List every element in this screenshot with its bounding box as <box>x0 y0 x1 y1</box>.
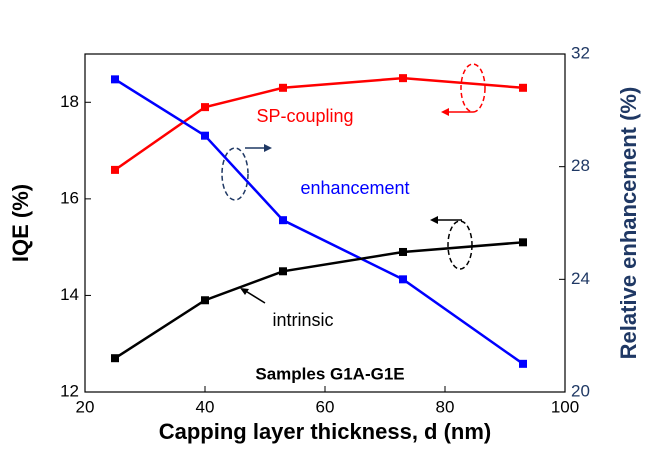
y-tick-label: 18 <box>60 92 79 111</box>
x-tick-label: 40 <box>196 397 215 416</box>
y-tick-label: 16 <box>60 188 79 207</box>
data-point <box>201 296 209 305</box>
intrinsic-pointer-head <box>240 288 249 295</box>
data-point <box>201 103 209 112</box>
data-point <box>399 247 407 256</box>
decorations <box>221 63 486 304</box>
data-point <box>519 83 527 92</box>
x-tick-label: 100 <box>551 397 579 416</box>
series-label: SP-coupling <box>256 106 353 126</box>
black-ellipse <box>447 220 473 270</box>
data-point <box>399 74 407 83</box>
y2-tick-label: 32 <box>571 43 590 62</box>
x-tick-label: 20 <box>76 397 95 416</box>
red-arrow-head <box>441 108 449 116</box>
x-tick-label: 80 <box>436 397 455 416</box>
data-point <box>279 83 287 92</box>
data-point <box>111 354 119 363</box>
y-tick-label: 14 <box>60 285 79 304</box>
red-ellipse <box>460 63 486 113</box>
data-point <box>279 216 287 225</box>
black-arrow-head <box>430 216 438 224</box>
blue-arrow-head <box>264 144 272 152</box>
data-point <box>279 267 287 276</box>
data-point <box>399 275 407 284</box>
x-tick-label: 60 <box>316 397 335 416</box>
y2-axis-title: Relative enhancement (%) <box>616 87 641 360</box>
data-point <box>519 238 527 247</box>
y2-tick-label: 24 <box>571 269 590 288</box>
data-point <box>111 75 119 84</box>
y-tick-label: 12 <box>60 381 79 400</box>
intrinsic-pointer <box>243 289 266 304</box>
blue-ellipse <box>221 147 249 201</box>
y2-tick-label: 20 <box>571 381 590 400</box>
data-point <box>201 131 209 140</box>
series-label: enhancement <box>300 178 409 198</box>
data-point <box>519 359 527 368</box>
data-point <box>111 165 119 174</box>
annotation: Samples G1A-G1E <box>255 364 404 383</box>
series-line <box>114 241 524 360</box>
series-label: intrinsic <box>272 310 333 330</box>
y2-tick-label: 28 <box>571 156 590 175</box>
y-axis-title: IQE (%) <box>8 184 33 262</box>
x-axis-title: Capping layer thickness, d (nm) <box>159 419 492 444</box>
